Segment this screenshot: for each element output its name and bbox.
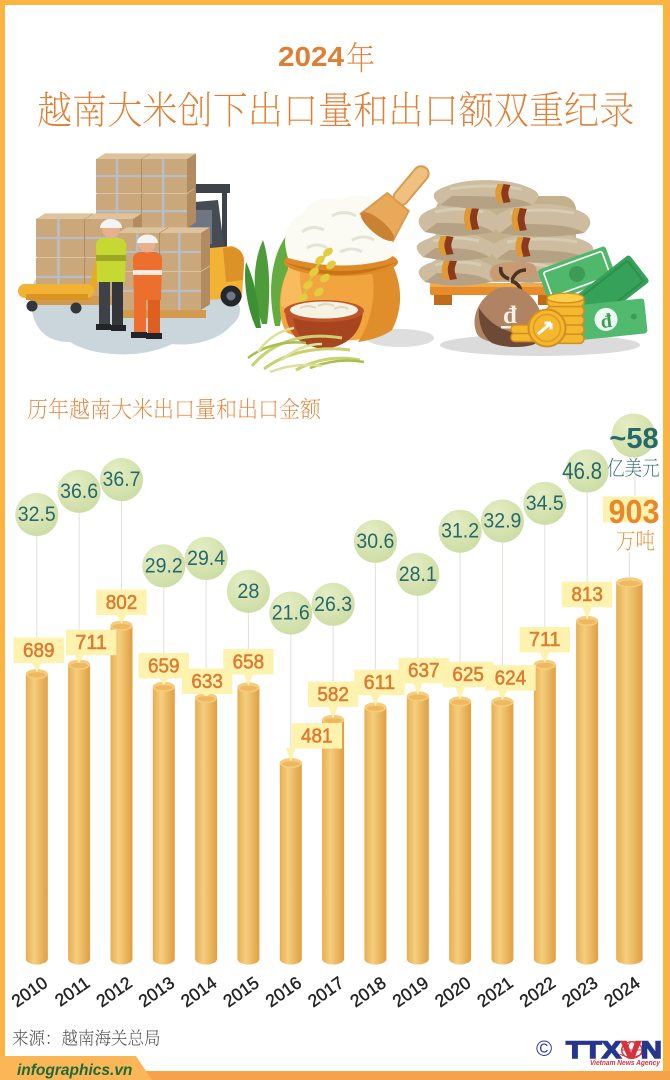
svg-text:29.2: 29.2 (145, 553, 183, 577)
svg-text:2019: 2019 (389, 972, 432, 1011)
svg-text:802: 802 (106, 592, 138, 614)
svg-text:~58: ~58 (609, 423, 658, 455)
svg-text:36.6: 36.6 (60, 479, 98, 503)
svg-text:2024: 2024 (278, 41, 344, 72)
svg-text:637: 637 (408, 660, 440, 682)
svg-text:2020: 2020 (431, 972, 475, 1011)
svg-text:2016: 2016 (262, 972, 305, 1011)
svg-text:2010: 2010 (8, 972, 52, 1011)
svg-text:đ: đ (503, 302, 517, 329)
svg-text:28: 28 (237, 579, 259, 603)
svg-text:611: 611 (364, 672, 396, 694)
svg-text:46.8: 46.8 (562, 458, 602, 485)
svg-text:633: 633 (191, 671, 223, 693)
svg-text:689: 689 (23, 640, 55, 662)
svg-text:624: 624 (495, 668, 527, 690)
svg-text:2018: 2018 (346, 972, 389, 1011)
svg-text:2014: 2014 (177, 972, 221, 1011)
svg-text:29.4: 29.4 (187, 546, 225, 570)
svg-text:2023: 2023 (558, 972, 601, 1011)
svg-text:2011: 2011 (51, 972, 93, 1010)
svg-text:32.9: 32.9 (483, 509, 521, 533)
svg-text:2021: 2021 (473, 972, 516, 1011)
svg-text:582: 582 (317, 684, 349, 706)
svg-text:26.3: 26.3 (314, 592, 352, 616)
svg-text:625: 625 (452, 664, 484, 686)
svg-text:32.5: 32.5 (18, 502, 56, 526)
svg-text:2015: 2015 (219, 972, 262, 1011)
svg-text:813: 813 (571, 584, 603, 606)
svg-text:659: 659 (148, 655, 180, 677)
svg-text:903: 903 (609, 493, 660, 530)
svg-text:TTX: TTX (566, 1036, 621, 1063)
svg-text:658: 658 (233, 651, 265, 673)
svg-text:2017: 2017 (304, 972, 347, 1011)
svg-text:N: N (641, 1036, 662, 1063)
svg-text:infographics.vn: infographics.vn (17, 1062, 132, 1079)
svg-text:711: 711 (75, 632, 107, 654)
svg-text:2013: 2013 (135, 972, 178, 1011)
svg-text:31.2: 31.2 (441, 519, 479, 543)
svg-text:36.7: 36.7 (103, 467, 141, 491)
svg-text:đ: đ (600, 310, 613, 333)
svg-text:©: © (536, 1036, 552, 1061)
svg-text:2024: 2024 (600, 972, 644, 1011)
svg-text:2022: 2022 (516, 972, 559, 1011)
svg-text:30.6: 30.6 (356, 529, 394, 553)
svg-text:28.1: 28.1 (399, 562, 437, 586)
svg-text:2012: 2012 (92, 972, 135, 1011)
svg-text:21.6: 21.6 (272, 601, 310, 625)
svg-text:34.5: 34.5 (526, 491, 564, 515)
svg-text:Vietnam News Agency: Vietnam News Agency (590, 1060, 661, 1067)
svg-text:711: 711 (529, 629, 561, 651)
svg-text:481: 481 (301, 725, 333, 747)
svg-text:V: V (621, 1036, 641, 1063)
